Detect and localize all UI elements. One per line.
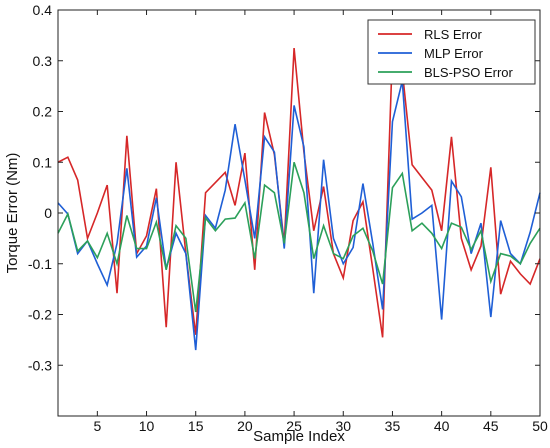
series-line-1: [57, 47, 541, 338]
axes-layer: 5 10 15 20 25 30 35 40 45 50 -0.3 -0.2 -0.1 0 0.1 0.2 0.…: [28, 2, 548, 434]
y-tick-label: 0: [44, 205, 52, 221]
x-tick-label: 20: [237, 418, 253, 434]
y-tick-label: -0.1: [28, 256, 52, 272]
legend-label-2: MLP Error: [424, 46, 484, 61]
y-axis-label: Torque Error (Nm): [4, 153, 21, 274]
x-tick-label: 50: [532, 418, 548, 434]
y-tick-label: 0.1: [33, 154, 53, 170]
x-tick-label: 45: [483, 418, 499, 434]
y-tick-label: -0.3: [28, 357, 52, 373]
x-tick-label: 10: [139, 418, 155, 434]
x-tick-label: 35: [385, 418, 401, 434]
x-tick-label: 5: [93, 418, 101, 434]
series-layer: [57, 47, 541, 351]
x-tick-label: 30: [335, 418, 351, 434]
x-tick-label: 25: [286, 418, 302, 434]
legend-label-3: BLS-PSO Error: [424, 65, 514, 80]
y-tick-label: 0.2: [33, 104, 53, 120]
legend: RLS Error MLP Error BLS-PSO Error: [367, 19, 536, 85]
y-tick-label: 0.4: [33, 2, 53, 18]
legend-label-1: RLS Error: [424, 27, 482, 42]
legend-box: [367, 19, 536, 85]
series-line-3: [57, 162, 541, 313]
x-tick-label: 40: [434, 418, 450, 434]
series-line-2: [57, 80, 541, 351]
y-tick-label: 0.3: [33, 53, 53, 69]
x-tick-label: 15: [188, 418, 204, 434]
x-axis-label: Sample Index: [253, 428, 345, 445]
y-tick-label: -0.2: [28, 307, 52, 323]
